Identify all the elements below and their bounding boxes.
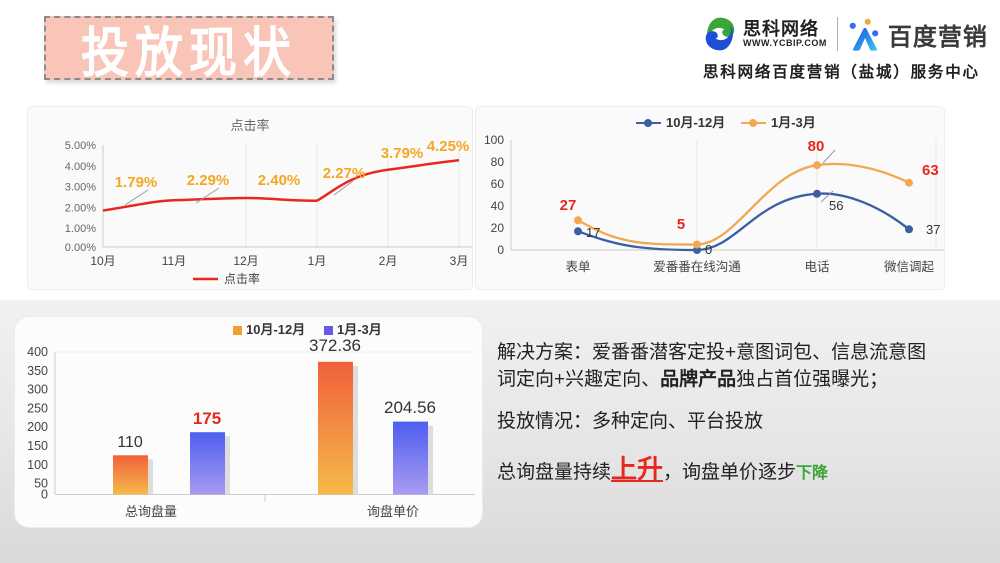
svg-text:63: 63 <box>922 162 939 179</box>
svg-text:40: 40 <box>491 199 505 213</box>
svg-text:80: 80 <box>491 155 505 169</box>
svg-text:3.79%: 3.79% <box>381 145 424 162</box>
svg-text:5.00%: 5.00% <box>65 140 96 152</box>
svg-text:总询盘量: 总询盘量 <box>125 504 177 519</box>
svg-text:300: 300 <box>27 383 48 397</box>
svg-text:5: 5 <box>677 216 685 233</box>
svg-text:3月: 3月 <box>450 254 469 268</box>
svg-text:20: 20 <box>491 221 505 235</box>
svg-text:80: 80 <box>808 138 825 155</box>
svg-text:2.27%: 2.27% <box>323 165 366 182</box>
svg-text:100: 100 <box>27 458 48 472</box>
svg-text:110: 110 <box>117 434 143 451</box>
svg-text:询盘单价: 询盘单价 <box>367 504 419 519</box>
svg-text:0: 0 <box>41 488 48 502</box>
svg-text:10月: 10月 <box>90 254 115 268</box>
svg-text:204.56: 204.56 <box>384 398 436 417</box>
svg-text:17: 17 <box>586 225 600 240</box>
svg-text:1月-3月: 1月-3月 <box>771 115 816 130</box>
svg-text:3.00%: 3.00% <box>65 182 96 194</box>
svg-text:11月: 11月 <box>162 254 186 268</box>
svg-text:56: 56 <box>829 198 843 213</box>
svg-text:点击率: 点击率 <box>224 271 260 286</box>
svg-text:1.00%: 1.00% <box>65 223 96 235</box>
svg-text:爱番番在线沟通: 爱番番在线沟通 <box>653 260 741 274</box>
svg-text:0: 0 <box>705 242 712 257</box>
svg-text:2月: 2月 <box>379 254 398 268</box>
svg-text:10月-12月: 10月-12月 <box>666 115 725 130</box>
svg-text:2.00%: 2.00% <box>65 202 96 214</box>
svg-text:250: 250 <box>27 401 48 415</box>
svg-text:0: 0 <box>497 243 504 257</box>
svg-text:12月: 12月 <box>233 254 258 268</box>
svg-text:27: 27 <box>560 197 577 214</box>
svg-text:10月-12月: 10月-12月 <box>246 322 305 337</box>
svg-text:350: 350 <box>27 364 48 378</box>
svg-text:37: 37 <box>926 222 940 237</box>
svg-text:150: 150 <box>27 439 48 453</box>
svg-text:400: 400 <box>27 345 48 359</box>
svg-text:1月-3月: 1月-3月 <box>337 322 382 337</box>
svg-text:2.29%: 2.29% <box>187 172 230 189</box>
svg-text:175: 175 <box>193 409 221 428</box>
svg-text:电话: 电话 <box>804 260 829 274</box>
svg-text:4.25%: 4.25% <box>427 138 470 155</box>
svg-text:60: 60 <box>491 177 505 191</box>
svg-text:微信调起: 微信调起 <box>884 260 935 274</box>
svg-text:100: 100 <box>484 133 504 147</box>
svg-text:1月: 1月 <box>308 254 327 268</box>
svg-text:2.40%: 2.40% <box>258 172 301 189</box>
svg-text:0.00%: 0.00% <box>65 242 96 254</box>
svg-text:200: 200 <box>27 420 48 434</box>
svg-text:4.00%: 4.00% <box>65 161 96 173</box>
svg-text:1.79%: 1.79% <box>115 174 158 191</box>
svg-text:表单: 表单 <box>565 260 590 274</box>
svg-text:372.36: 372.36 <box>309 336 361 355</box>
